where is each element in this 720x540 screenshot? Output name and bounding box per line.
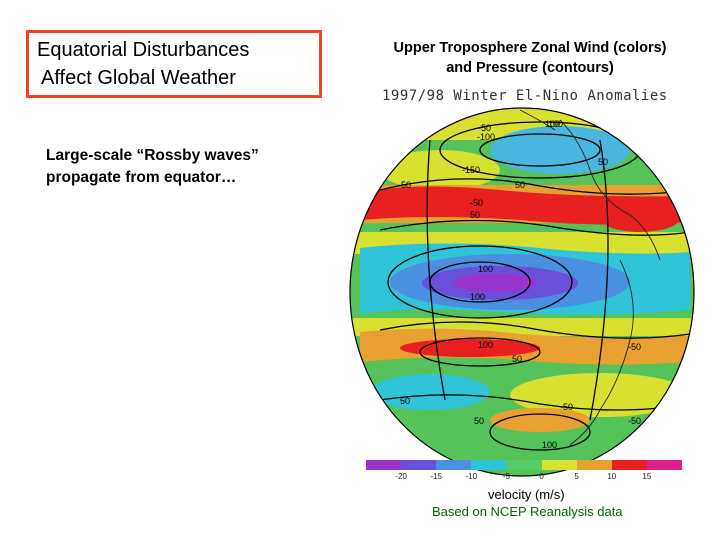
colorbar-tick-label: 5 bbox=[574, 472, 579, 481]
colorbar-segment bbox=[646, 460, 682, 470]
contour-label: -100 bbox=[477, 132, 495, 142]
contour-label: 100 bbox=[542, 440, 557, 450]
contour-label: 100 bbox=[478, 340, 493, 350]
colorbar-tick-label: -20 bbox=[395, 472, 407, 481]
coastlines bbox=[519, 109, 661, 446]
contour-label: -150 bbox=[462, 165, 480, 175]
contour-label: 100 bbox=[548, 119, 563, 129]
rossby-note-line2: propagate from equator… bbox=[46, 169, 237, 186]
pressure-contours bbox=[379, 121, 691, 451]
colorbar-segment bbox=[401, 460, 437, 470]
contour-label: 50 bbox=[598, 157, 608, 167]
colorbar-segment bbox=[611, 460, 647, 470]
contour-label: -50 bbox=[398, 180, 411, 190]
map-title-line2: and Pressure (contours) bbox=[446, 60, 614, 76]
contour-label: 100 bbox=[478, 264, 493, 274]
contour-label: 50 bbox=[470, 210, 480, 220]
rossby-note-line1: Large-scale “Rossby waves” bbox=[46, 147, 259, 164]
map-subtitle: 1997/98 Winter El-Nino Anomalies bbox=[382, 88, 668, 104]
colorbar-tick-label: -5 bbox=[502, 472, 510, 481]
contour-label: 50 bbox=[515, 180, 525, 190]
contour-label: -50 bbox=[628, 416, 641, 426]
contour-label: -50 bbox=[560, 402, 573, 412]
map-title: Upper Troposphere Zonal Wind (colors) an… bbox=[340, 38, 720, 78]
data-credit: Based on NCEP Reanalysis data bbox=[432, 504, 623, 519]
colorbar-segment bbox=[576, 460, 612, 470]
contour-label: 100 bbox=[470, 292, 485, 302]
colorbar-segment bbox=[471, 460, 507, 470]
slide-title-line2: Affect Global Weather bbox=[41, 67, 236, 89]
colorbar-tick-label: 15 bbox=[642, 472, 652, 481]
colorbar-segment bbox=[506, 460, 542, 470]
contour-label: 50 bbox=[474, 416, 484, 426]
colorbar bbox=[366, 460, 682, 470]
rossby-note: Large-scale “Rossby waves” propagate fro… bbox=[46, 145, 259, 189]
wind-anomaly-field bbox=[350, 108, 694, 432]
contour-label: -50 bbox=[478, 123, 491, 133]
colorbar-tick-label: -10 bbox=[465, 472, 478, 481]
slide-title-line1: Equatorial Disturbances bbox=[37, 39, 250, 61]
map-title-line1: Upper Troposphere Zonal Wind (colors) bbox=[393, 40, 667, 56]
contour-label: 100 bbox=[545, 119, 560, 129]
colorbar-ticks: -20 -15 -10 -5 0 5 10 15 bbox=[366, 470, 682, 484]
colorbar-tick-label: 0 bbox=[539, 472, 544, 481]
colorbar-units: velocity (m/s) bbox=[488, 487, 565, 502]
colorbar-tick-label: -15 bbox=[430, 472, 442, 481]
colorbar-segment bbox=[436, 460, 472, 470]
slide-title-box: Equatorial Disturbances Affect Global We… bbox=[26, 30, 322, 98]
contour-label: 50 bbox=[400, 396, 410, 406]
colorbar-segment bbox=[541, 460, 577, 470]
contour-label: -50 bbox=[628, 342, 641, 352]
colorbar-tick-label: 10 bbox=[607, 472, 617, 481]
contour-label: 50 bbox=[512, 354, 522, 364]
contour-label: -50 bbox=[470, 198, 483, 208]
colorbar-segment bbox=[366, 460, 402, 470]
